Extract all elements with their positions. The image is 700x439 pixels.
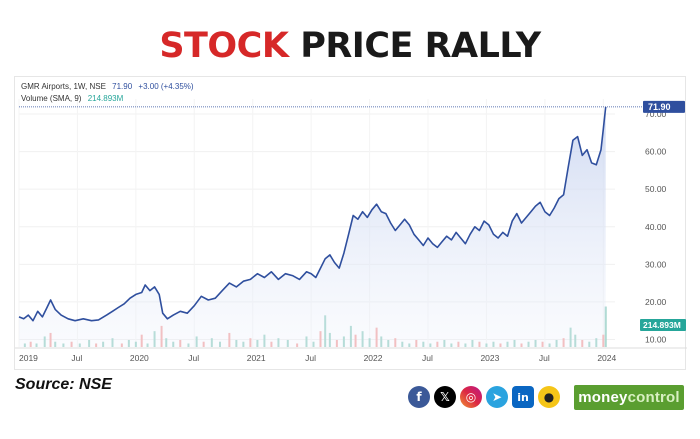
telegram-icon[interactable]: ➤	[486, 386, 508, 408]
price-chart: 10.00 20.00 30.00 40.00 50.00 60.00 70.00 2019…	[15, 82, 687, 363]
source-note: Source: NSE	[15, 376, 112, 393]
volume-tag: 214.893M	[640, 319, 686, 331]
x-tick-label: 2019	[19, 353, 38, 363]
brand-part-a: money	[578, 389, 628, 406]
svg-text:Volume (SMA, 9) 214.89: Volume (SMA, 9) 214.893M	[21, 94, 124, 103]
linkedin-icon[interactable]: in	[512, 386, 534, 408]
facebook-icon[interactable]: f	[408, 386, 430, 408]
legend-volume-value: 214.893M	[88, 94, 124, 103]
x-tick-label: Jul	[539, 353, 550, 363]
y-tick-label: 70.00	[645, 109, 667, 119]
y-tick-label: 40.00	[645, 222, 667, 232]
price-line	[18, 106, 607, 322]
x-icon[interactable]: 𝕏	[434, 386, 456, 408]
brand-part-b: control	[627, 389, 680, 406]
price-area	[19, 106, 606, 348]
x-tick-label: Jul	[71, 353, 82, 363]
x-tick-label: Jul	[422, 353, 433, 363]
x-tick-label: 2020	[130, 353, 149, 363]
title-rest: PRICE RALLY	[300, 26, 541, 66]
x-tick-label: 2023	[480, 353, 499, 363]
last-price-label: 71.90	[648, 102, 671, 112]
x-tick-label: Jul	[305, 353, 316, 363]
y-tick-label: 30.00	[645, 259, 667, 269]
title-highlight: STOCK	[159, 26, 289, 66]
x-tick-label: 2021	[247, 353, 266, 363]
svg-text:GMR Airports, 1W, NSE: GMR Airports, 1W, NSE 71.90 +3.00 (+4.35…	[21, 82, 194, 91]
legend-symbol: GMR Airports, 1W, NSE	[21, 82, 106, 91]
instagram-icon[interactable]: ◎	[460, 386, 482, 408]
y-tick-label: 20.00	[645, 297, 667, 307]
page-title: STOCK PRICE RALLY	[0, 26, 700, 66]
x-tick-label: Jul	[188, 353, 199, 363]
kootu-icon[interactable]: ●	[538, 386, 560, 408]
chart-panel: 10.00 20.00 30.00 40.00 50.00 60.00 70.00 2019…	[14, 76, 687, 370]
legend-volume-label: Volume (SMA, 9)	[21, 94, 82, 103]
y-tick-label: 50.00	[645, 184, 667, 194]
y-tick-label: 10.00	[645, 334, 667, 344]
last-price-tag: 71.90	[643, 100, 685, 113]
volume-label: 214.893M	[643, 320, 681, 330]
legend: GMR Airports, 1W, NSE 71.90 +3.00 (+4.35…	[21, 82, 194, 103]
moneycontrol-logo[interactable]: money control	[574, 385, 684, 410]
x-tick-label: 2024	[597, 353, 616, 363]
y-tick-label: 60.00	[645, 147, 667, 157]
social-icons: f 𝕏 ◎ ➤ in ●	[408, 386, 560, 408]
x-tick-label: 2022	[364, 353, 383, 363]
legend-price: 71.90	[112, 82, 133, 91]
legend-change: +3.00 (+4.35%)	[138, 82, 193, 91]
